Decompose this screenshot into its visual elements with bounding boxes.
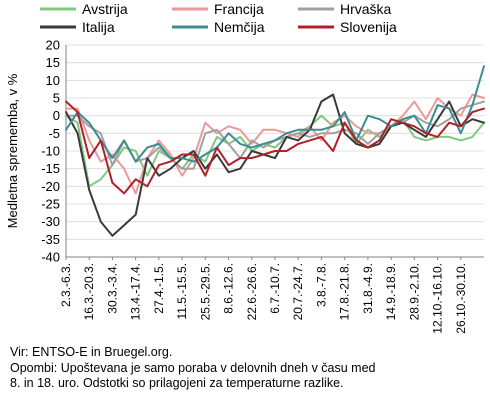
x-tick-label: 2.3.-6.3. [59,263,73,307]
y-tick-label: -25 [41,197,60,212]
x-tick-label: 13.4.-17.4. [129,263,143,320]
y-tick-label: 0 [53,108,60,123]
series-line-2 [65,93,485,195]
x-tick-label: 11.5.-15.5. [175,263,189,319]
series-line-6 [65,100,485,195]
x-tick-label: 30.3.-3.4. [105,263,119,314]
y-tick-label: -30 [41,214,60,229]
notes-line-1: Opombi: Upoštevana je samo poraba v delo… [10,360,376,375]
legend-label: Francija [214,1,264,17]
x-tick-label: 20.7.-24.7. [291,263,305,320]
source-note: Vir: ENTSO-E in Bruegel.org. [10,345,173,359]
line-chart: 20 15 10 5 0 -5 -10 -15 -20 -25 -30 -35 -40 Medletna … [5,1,485,334]
series-line-1 [65,114,485,188]
x-tick-label: 16.3.-20.3. [82,263,96,320]
legend-label: Avstrija [82,1,128,17]
y-tick-label: -10 [41,144,60,159]
x-tick-label: 26.10.-30.10. [454,263,468,334]
chart-notes: Vir: ENTSO-E in Bruegel.org. Opombi: Upo… [10,345,480,392]
y-tick-label: 10 [46,73,60,88]
x-tick-label: 8.6.-12.6. [222,263,236,314]
x-tick-label: 25.5.-29.5. [198,263,212,320]
y-tick-label: 20 [46,38,60,53]
series-line-5 [65,65,485,163]
x-tick-label: 22.6.-26.6. [245,263,259,320]
y-tick-label: 15 [46,55,60,70]
legend-label: Hrvaška [340,1,392,17]
y-tick-label: -20 [41,179,60,194]
notes-line-2: 8. in 18. uro. Odstotki so prilagojeni z… [10,376,344,390]
y-tick-label: 5 [53,91,60,106]
series-line-4 [65,93,485,237]
legend-label: Italija [82,19,115,35]
x-tick-label: 3.8.-7.8. [314,263,328,307]
y-tick-label: -5 [48,126,60,141]
x-tick-label: 6.7.-10.7. [268,263,282,314]
y-tick-label: -15 [41,161,60,176]
y-tick-label: -35 [41,232,60,247]
y-axis-label: Medletna sprememba, v % [5,73,20,228]
x-tick-label: 28.9.-2.10. [407,263,421,320]
x-tick-label: 17.8.-21.8. [338,263,352,320]
legend-label: Slovenija [340,19,397,35]
x-tick-label: 12.10.-16.10. [431,263,445,334]
x-tick-label: 27.4.-1.5. [152,263,166,314]
y-tick-label: -40 [41,250,60,265]
legend-label: Nemčija [214,19,265,35]
x-tick-label: 14.9.-18.9. [384,263,398,320]
x-tick-label: 31.8.-4.9. [361,263,375,314]
